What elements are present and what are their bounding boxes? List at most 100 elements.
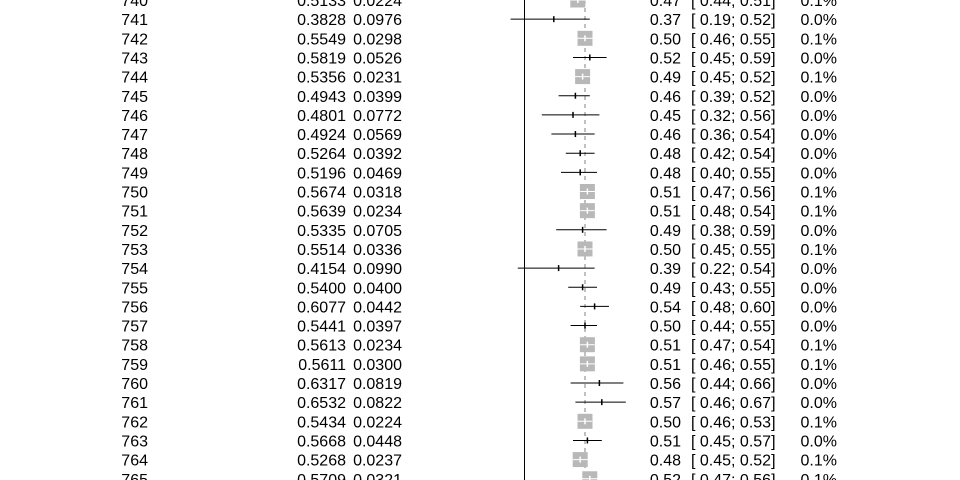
- weight-value: 0.1%: [801, 0, 837, 10]
- estimate-value: 0.50: [650, 242, 681, 259]
- study-label: 741: [121, 12, 148, 29]
- estimate-value: 0.37: [650, 12, 681, 29]
- study-label: 763: [121, 433, 148, 450]
- study-label: 759: [121, 357, 148, 374]
- ci-value: [ 0.47; 0.56]: [691, 472, 776, 480]
- mean-value: 0.5441: [297, 319, 346, 336]
- estimate-value: 0.39: [650, 261, 681, 278]
- mean-value: 0.5264: [297, 146, 346, 163]
- se-value: 0.0822: [353, 395, 402, 412]
- weight-box: [582, 471, 598, 480]
- mean-value: 0.5400: [297, 280, 346, 297]
- ci-value: [ 0.45; 0.52]: [691, 453, 776, 470]
- weight-value: 0.0%: [801, 127, 837, 144]
- mean-value: 0.5613: [297, 338, 346, 355]
- study-label: 761: [121, 395, 148, 412]
- ci-value: [ 0.44; 0.66]: [691, 376, 776, 393]
- study-label: 750: [121, 185, 148, 202]
- se-value: 0.0397: [353, 319, 402, 336]
- mean-value: 0.5819: [297, 50, 346, 67]
- weight-box: [570, 0, 586, 8]
- ci-value: [ 0.42; 0.54]: [691, 146, 776, 163]
- study-label: 758: [121, 338, 148, 355]
- estimate-value: 0.52: [650, 50, 681, 67]
- se-value: 0.0298: [353, 31, 402, 48]
- mean-value: 0.5668: [297, 433, 346, 450]
- study-label: 756: [121, 299, 148, 316]
- weight-value: 0.1%: [801, 472, 837, 480]
- ci-value: [ 0.48; 0.54]: [691, 204, 776, 221]
- ci-value: [ 0.46; 0.55]: [691, 31, 776, 48]
- mean-value: 0.5674: [297, 185, 346, 202]
- study-label: 746: [121, 108, 148, 125]
- ci-value: [ 0.47; 0.54]: [691, 338, 776, 355]
- study-label: 757: [121, 319, 148, 336]
- se-value: 0.0224: [353, 414, 402, 431]
- study-label: 749: [121, 165, 148, 182]
- mean-value: 0.3828: [297, 12, 346, 29]
- se-value: 0.0300: [353, 357, 402, 374]
- weight-value: 0.1%: [801, 31, 837, 48]
- study-label: 744: [121, 70, 148, 87]
- se-value: 0.0399: [353, 89, 402, 106]
- study-label: 765: [121, 472, 148, 480]
- se-value: 0.0336: [353, 242, 402, 259]
- weight-value: 0.0%: [801, 433, 837, 450]
- ci-value: [ 0.39; 0.52]: [691, 89, 776, 106]
- mean-value: 0.5611: [298, 357, 346, 374]
- weight-value: 0.1%: [801, 338, 837, 355]
- estimate-value: 0.57: [650, 395, 681, 412]
- study-label: 745: [121, 89, 148, 106]
- weight-value: 0.0%: [801, 108, 837, 125]
- forest-rows: 740 0.5133 0.0224 0.47 [ 0.44; 0.51] 0.1% 741 0…: [121, 0, 837, 480]
- ci-value: [ 0.46; 0.55]: [691, 357, 776, 374]
- study-label: 755: [121, 280, 148, 297]
- se-value: 0.0705: [353, 223, 402, 240]
- study-label: 748: [121, 146, 148, 163]
- estimate-value: 0.49: [650, 280, 681, 297]
- se-value: 0.0569: [353, 127, 402, 144]
- ci-value: [ 0.38; 0.59]: [691, 223, 776, 240]
- weight-value: 0.1%: [801, 357, 837, 374]
- se-value: 0.0400: [353, 280, 402, 297]
- ci-value: [ 0.48; 0.60]: [691, 299, 776, 316]
- se-value: 0.0819: [353, 376, 402, 393]
- ci-value: [ 0.47; 0.56]: [691, 185, 776, 202]
- mean-value: 0.5268: [297, 453, 346, 470]
- ci-value: [ 0.40; 0.55]: [691, 165, 776, 182]
- estimate-value: 0.54: [650, 299, 681, 316]
- estimate-value: 0.46: [650, 89, 681, 106]
- estimate-value: 0.52: [650, 472, 681, 480]
- ci-value: [ 0.45; 0.59]: [691, 50, 776, 67]
- estimate-value: 0.48: [650, 146, 681, 163]
- mean-value: 0.5514: [297, 242, 346, 259]
- study-label: 754: [121, 261, 148, 278]
- mean-value: 0.6532: [297, 395, 346, 412]
- study-label: 740: [121, 0, 148, 10]
- ci-value: [ 0.19; 0.52]: [691, 12, 776, 29]
- weight-value: 0.0%: [801, 319, 837, 336]
- weight-value: 0.0%: [801, 146, 837, 163]
- se-value: 0.0234: [353, 204, 402, 221]
- estimate-value: 0.46: [650, 127, 681, 144]
- mean-value: 0.5434: [297, 414, 346, 431]
- mean-value: 0.5549: [297, 31, 346, 48]
- se-value: 0.0237: [353, 453, 402, 470]
- se-value: 0.0321: [353, 472, 402, 480]
- estimate-value: 0.51: [650, 185, 681, 202]
- estimate-value: 0.48: [650, 165, 681, 182]
- weight-value: 0.0%: [801, 395, 837, 412]
- ci-value: [ 0.44; 0.51]: [691, 0, 776, 10]
- study-label: 747: [121, 127, 148, 144]
- weight-value: 0.0%: [801, 12, 837, 29]
- weight-value: 0.1%: [801, 453, 837, 470]
- ci-value: [ 0.45; 0.55]: [691, 242, 776, 259]
- ci-value: [ 0.22; 0.54]: [691, 261, 776, 278]
- weight-value: 0.0%: [801, 280, 837, 297]
- se-value: 0.0318: [353, 185, 402, 202]
- ci-value: [ 0.45; 0.57]: [691, 433, 776, 450]
- se-value: 0.0231: [353, 70, 402, 87]
- study-label: 760: [121, 376, 148, 393]
- weight-value: 0.0%: [801, 165, 837, 182]
